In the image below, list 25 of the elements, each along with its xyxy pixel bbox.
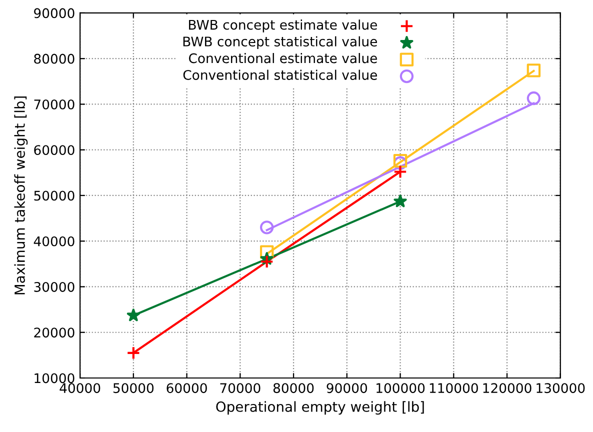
x-tick-label: 70000 (220, 383, 260, 394)
x-tick-label: 80000 (273, 383, 314, 394)
legend-label: Conventional estimate value (188, 53, 377, 64)
x-tick-label: 130000 (536, 383, 585, 394)
x-tick-label: 40000 (60, 383, 100, 394)
y-tick-label: 60000 (34, 145, 74, 156)
x-axis-title: Operational empty weight [lb] (216, 401, 424, 415)
y-tick-label: 10000 (34, 373, 74, 384)
x-tick-label: 50000 (113, 383, 154, 394)
y-axis-title: Maximum takeoff weight [lb] (14, 96, 28, 294)
y-tick-label: 50000 (34, 190, 74, 201)
x-tick-label: 100000 (376, 383, 425, 394)
y-tick-label: 20000 (34, 328, 74, 338)
y-tick-label: 90000 (34, 8, 74, 18)
x-tick-label: 60000 (166, 383, 207, 394)
y-tick-label: 30000 (34, 282, 74, 292)
legend-label: BWB concept statistical value (183, 36, 377, 50)
y-tick-label: 40000 (34, 236, 74, 246)
legend-label: BWB concept estimate value (189, 20, 377, 32)
legend-label: Conventional statistical value (183, 70, 377, 80)
y-tick-label: 80000 (34, 54, 74, 64)
y-tick-label: 70000 (34, 99, 74, 110)
x-tick-label: 90000 (326, 383, 368, 394)
x-tick-label: 110000 (430, 383, 478, 394)
x-tick-label: 120000 (483, 383, 532, 394)
